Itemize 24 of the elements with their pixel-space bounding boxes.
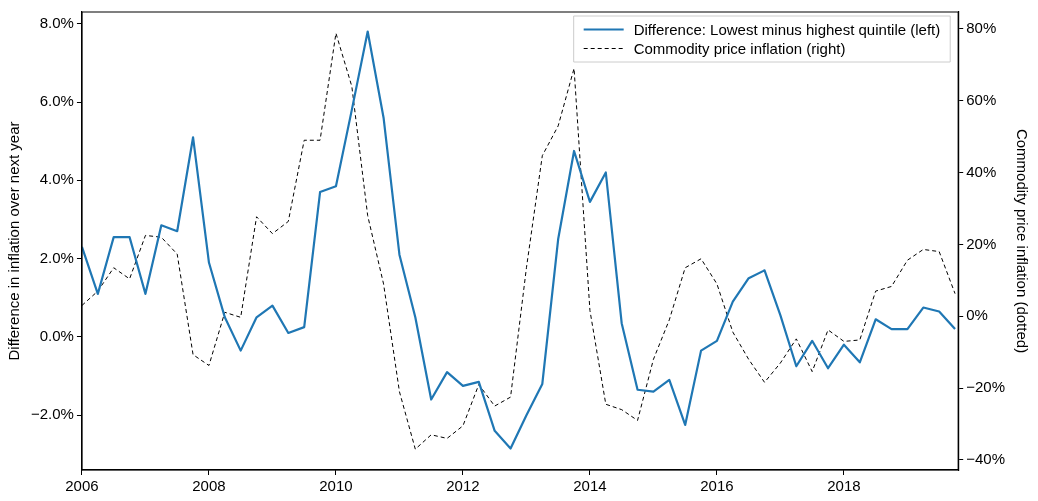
x-tick-label: 2012 — [446, 477, 480, 495]
y2-tick-label: −40% — [966, 450, 1006, 468]
y2-tick-label: 0% — [966, 306, 988, 324]
y2-tick-label: 80% — [966, 19, 997, 37]
y-tick-label: 2.0% — [39, 248, 74, 266]
x-tick-label: 2016 — [700, 477, 734, 495]
y-tick-label: 0.0% — [39, 327, 74, 345]
y-tick-label: 4.0% — [39, 170, 74, 188]
x-tick-label: 2008 — [192, 477, 226, 495]
x-tick-label: 2010 — [319, 477, 353, 495]
x-tick-label: 2014 — [573, 477, 607, 495]
legend-label: Commodity price inflation (right) — [633, 39, 846, 57]
y2-axis-title: Commodity price inflation (dotted) — [1013, 128, 1031, 354]
x-tick-label: 2018 — [827, 477, 861, 495]
y2-tick-label: −20% — [966, 378, 1006, 396]
y-tick-label: 6.0% — [39, 92, 74, 110]
x-tick-label: 2006 — [65, 477, 99, 495]
y-axis-title: Difference in inflation over next year — [5, 121, 23, 361]
y2-tick-label: 20% — [966, 234, 997, 252]
y-tick-label: −2.0% — [31, 405, 74, 423]
y2-tick-label: 60% — [966, 90, 997, 108]
y2-tick-label: 40% — [966, 162, 997, 180]
y-tick-label: 8.0% — [39, 13, 74, 31]
legend-label: Difference: Lowest minus highest quintile (left) — [633, 20, 941, 38]
